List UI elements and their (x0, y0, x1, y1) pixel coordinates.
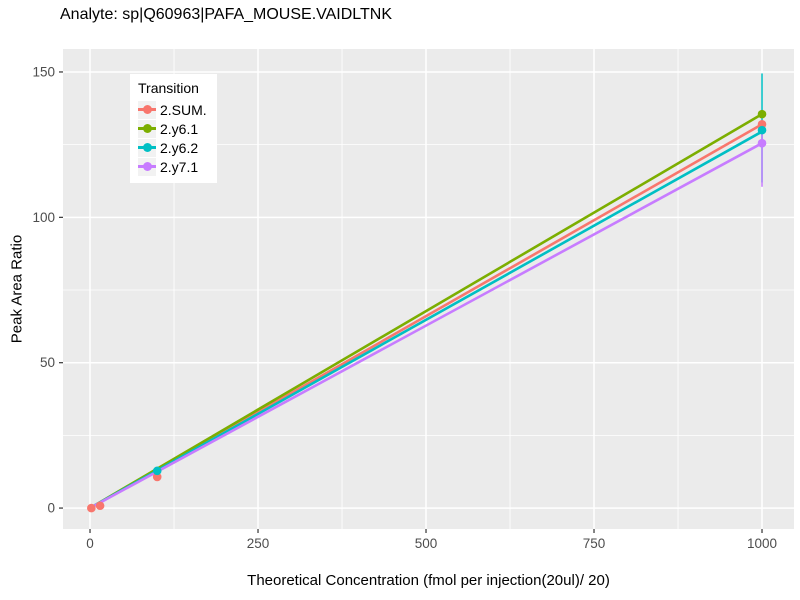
x-tick-label: 250 (247, 536, 270, 551)
legend-label: 2.SUM. (160, 101, 207, 118)
data-point (152, 472, 162, 482)
data-point (87, 503, 96, 513)
x-tick-label: 0 (86, 536, 94, 551)
x-axis-title: Theoretical Concentration (fmol per inje… (247, 572, 610, 589)
legend-entry: 2.SUM. (138, 100, 207, 119)
data-point (757, 109, 767, 119)
data-point (757, 138, 767, 148)
legend-entry: 2.y7.1 (138, 157, 207, 176)
legend-label: 2.y6.2 (160, 139, 199, 156)
legend-label: 2.y6.1 (160, 120, 199, 137)
y-tick-label: 150 (32, 64, 55, 79)
legend-key-icon (138, 119, 156, 138)
y-tick-label: 0 (47, 501, 55, 516)
legend-key-dot (142, 162, 152, 171)
legend: Transition 2.SUM. 2.y6.1 2.y6.2 2.y7.1 (130, 74, 217, 183)
x-tick-label: 500 (415, 536, 438, 551)
x-tick-label: 750 (583, 536, 606, 551)
plot-title: Analyte: sp|Q60963|PAFA_MOUSE.VAIDLTNK (60, 6, 393, 23)
legend-key-icon (138, 157, 156, 176)
legend-label: 2.y7.1 (160, 158, 199, 175)
y-tick-label: 50 (40, 355, 55, 370)
legend-key-dot (142, 105, 152, 114)
series-line (89, 113, 763, 510)
legend-key-icon (138, 138, 156, 157)
legend-entry: 2.y6.1 (138, 119, 207, 138)
y-axis-title: Peak Area Ratio (8, 234, 26, 344)
legend-title: Transition (138, 80, 199, 96)
legend-key-dot (142, 143, 152, 152)
series-line (89, 142, 763, 510)
data-point (757, 125, 767, 135)
legend-key-dot (142, 124, 152, 133)
data-point (95, 501, 105, 511)
data-point (152, 466, 162, 476)
legend-key-icon (138, 100, 156, 119)
y-tick-label: 100 (32, 210, 55, 225)
x-tick-label: 1000 (747, 536, 777, 551)
series-line (89, 130, 763, 510)
legend-entry: 2.y6.2 (138, 138, 207, 157)
